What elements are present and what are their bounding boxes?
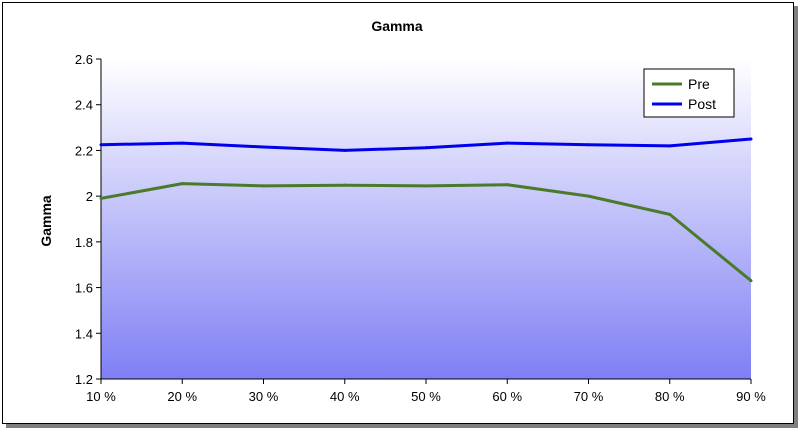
legend: Pre Post <box>643 68 735 118</box>
x-tick-label: 10 % <box>86 389 116 404</box>
x-tick-label: 70 % <box>574 389 604 404</box>
chart-frame: Gamma Gamma 1.2 1.4 1.6 1.8 2 2.2 2.4 2.6 10 % 20… <box>2 2 794 424</box>
data-point-post <box>505 141 509 145</box>
data-point-pre <box>587 194 590 198</box>
x-tick-label: 90 % <box>736 389 766 404</box>
data-point-pre <box>343 183 347 187</box>
data-point-post <box>587 143 590 147</box>
data-point-pre <box>749 279 753 283</box>
gamma-chart: Gamma Gamma 1.2 1.4 1.6 1.8 2 2.2 2.4 2.6 10 % 20… <box>38 18 766 404</box>
x-tick-label: 20 % <box>167 389 197 404</box>
data-point-post <box>343 148 347 152</box>
x-tick-label: 30 % <box>249 389 279 404</box>
data-point-post <box>668 144 672 148</box>
y-tick-label: 1.6 <box>75 281 93 296</box>
data-point-pre <box>180 182 184 186</box>
data-point-post <box>424 146 428 150</box>
chart-title: Gamma <box>371 18 423 34</box>
legend-label-post: Post <box>688 96 716 112</box>
axis-ticks: 1.2 1.4 1.6 1.8 2 2.2 2.4 2.6 10 % 20 % 30 % 40 % 50… <box>75 52 766 404</box>
data-point-pre <box>424 184 428 188</box>
y-tick-label: 2.2 <box>75 143 93 158</box>
y-tick-label: 2 <box>86 189 93 204</box>
data-point-pre <box>505 183 509 187</box>
y-tick-label: 1.2 <box>75 372 93 387</box>
plot-area <box>101 59 751 379</box>
data-point-post <box>749 137 753 141</box>
data-point-post <box>262 145 265 149</box>
data-point-pre <box>262 184 265 188</box>
y-tick-label: 1.8 <box>75 235 93 250</box>
y-tick-label: 2.4 <box>75 98 93 113</box>
y-tick-label: 1.4 <box>75 326 93 341</box>
x-tick-label: 80 % <box>655 389 685 404</box>
data-point-pre <box>668 212 672 216</box>
data-point-pre <box>99 196 103 200</box>
x-tick-label: 50 % <box>411 389 441 404</box>
series-lines <box>99 137 753 283</box>
x-tick-label: 40 % <box>330 389 360 404</box>
y-tick-label: 2.6 <box>75 52 93 67</box>
legend-box <box>643 68 735 118</box>
data-point-post <box>180 141 184 145</box>
legend-label-pre: Pre <box>688 76 710 92</box>
y-axis-label: Gamma <box>38 195 54 247</box>
x-tick-label: 60 % <box>492 389 522 404</box>
data-point-post <box>99 143 103 147</box>
